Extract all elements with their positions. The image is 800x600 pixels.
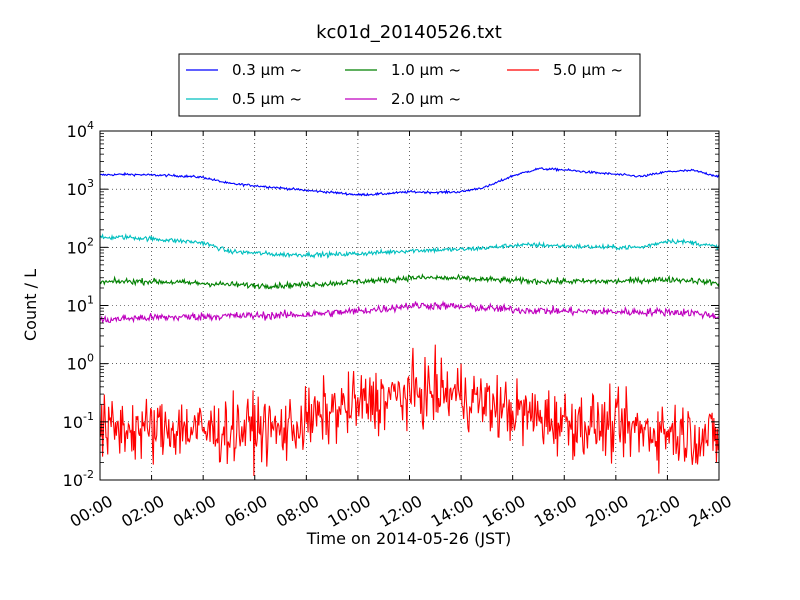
x-tick-label: 24:00 bbox=[686, 491, 735, 531]
x-tick-label: 20:00 bbox=[582, 491, 631, 531]
legend-label-0-3: 0.3 μm ~ bbox=[232, 61, 302, 79]
y-tick-label: 102 bbox=[67, 235, 94, 257]
x-tick-label: 18:00 bbox=[531, 491, 580, 531]
series-line-5-0 bbox=[100, 344, 719, 476]
x-tick-label: 22:00 bbox=[634, 491, 683, 531]
x-tick-label: 08:00 bbox=[273, 491, 322, 531]
series-line-1-0 bbox=[100, 273, 719, 290]
x-tick-label: 12:00 bbox=[376, 491, 425, 531]
y-tick-labels: 10-2 10-1 100 101 102 103 104 bbox=[63, 119, 94, 490]
series-line-0-3 bbox=[100, 166, 719, 197]
y-tick-label: 101 bbox=[67, 294, 94, 316]
legend-box bbox=[178, 53, 641, 117]
legend-label-2-0: 2.0 μm ~ bbox=[391, 90, 461, 108]
x-tick-label: 10:00 bbox=[324, 491, 373, 531]
y-tick-label: 104 bbox=[67, 119, 94, 141]
x-tick-label: 06:00 bbox=[221, 491, 270, 531]
x-tick-label: 02:00 bbox=[118, 491, 167, 531]
x-tick-label: 00:00 bbox=[67, 491, 116, 531]
x-tick-label: 14:00 bbox=[428, 491, 477, 531]
legend-label-5-0: 5.0 μm ~ bbox=[553, 61, 623, 79]
x-tick-label: 16:00 bbox=[479, 491, 528, 531]
series-line-0-5 bbox=[100, 233, 719, 259]
y-tick-label: 10-2 bbox=[63, 468, 94, 490]
axis-ticks bbox=[99, 130, 720, 481]
x-tick-labels: 00:00 02:00 04:00 06:00 08:00 10:00 12:00 14:00… bbox=[67, 491, 735, 531]
legend-label-1-0: 1.0 μm ~ bbox=[391, 61, 461, 79]
y-tick-label: 103 bbox=[67, 177, 94, 199]
y-tick-label: 10-1 bbox=[63, 410, 94, 432]
legend-label-0-5: 0.5 μm ~ bbox=[232, 90, 302, 108]
chart-title: kc01d_20140526.txt bbox=[316, 22, 502, 43]
legend: 0.3 μm ~ 0.5 μm ~ 1.0 μm ~ 2.0 μm ~ 5.0 μm ~ bbox=[178, 53, 641, 117]
x-tick-label: 04:00 bbox=[170, 491, 219, 531]
series-line-2-0 bbox=[100, 300, 719, 324]
y-tick-label: 100 bbox=[67, 352, 94, 374]
y-axis-label: Count / L bbox=[21, 269, 40, 341]
x-axis-label: Time on 2014-05-26 (JST) bbox=[306, 529, 511, 548]
series-layer bbox=[100, 166, 719, 476]
